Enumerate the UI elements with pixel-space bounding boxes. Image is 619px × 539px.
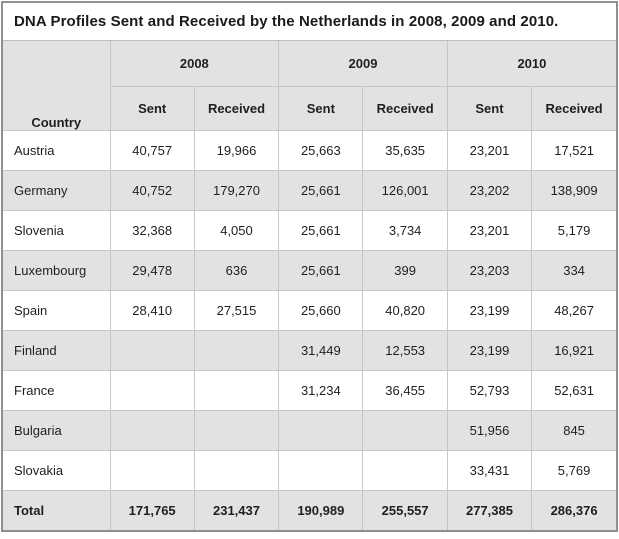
country-cell: Germany bbox=[3, 169, 111, 211]
table-row-slovakia: Slovakia 33,431 5,769 bbox=[3, 449, 616, 491]
country-cell: Slovenia bbox=[3, 209, 111, 251]
value-cell: 5,179 bbox=[531, 209, 616, 251]
country-cell: Finland bbox=[3, 329, 111, 371]
value-cell: 138,909 bbox=[531, 169, 616, 211]
subheader-2008-sent: Sent bbox=[110, 85, 195, 131]
value-cell: 23,199 bbox=[446, 289, 533, 331]
subheader-2009-sent: Sent bbox=[278, 85, 364, 131]
year-header-2009: 2009 bbox=[278, 41, 448, 87]
total-label-cell: Total bbox=[3, 489, 111, 530]
table-row-finland: Finland 31,449 12,553 23,199 16,921 bbox=[3, 329, 616, 371]
total-value-cell: 255,557 bbox=[362, 489, 448, 530]
value-cell: 12,553 bbox=[362, 329, 448, 371]
value-cell: 51,956 bbox=[446, 409, 533, 451]
value-cell bbox=[109, 409, 195, 451]
value-cell bbox=[109, 369, 195, 411]
value-cell bbox=[193, 449, 280, 491]
value-cell: 25,661 bbox=[278, 209, 364, 251]
column-header-country: Country bbox=[3, 41, 111, 131]
value-cell: 399 bbox=[362, 249, 448, 291]
value-cell: 179,270 bbox=[193, 169, 280, 211]
table-header: Country 2008 2009 2010 Sent Received Sen… bbox=[3, 41, 616, 131]
value-cell bbox=[278, 409, 364, 451]
value-cell: 25,660 bbox=[278, 289, 364, 331]
value-cell: 52,793 bbox=[446, 369, 533, 411]
subheader-2008-received: Received bbox=[193, 85, 280, 131]
dna-profiles-table: Country 2008 2009 2010 Sent Received Sen… bbox=[3, 41, 616, 530]
value-cell bbox=[109, 449, 195, 491]
subheader-2010-received: Received bbox=[531, 85, 616, 131]
value-cell: 36,455 bbox=[362, 369, 448, 411]
table-row-total: Total 171,765 231,437 190,989 255,557 27… bbox=[3, 489, 616, 530]
table-row-luxembourg: Luxembourg 29,478 636 25,661 399 23,203 … bbox=[3, 249, 616, 291]
subheader-2009-received: Received bbox=[362, 85, 448, 131]
value-cell bbox=[362, 409, 448, 451]
value-cell bbox=[278, 449, 364, 491]
value-cell: 23,199 bbox=[446, 329, 533, 371]
table-row-spain: Spain 28,410 27,515 25,660 40,820 23,199… bbox=[3, 289, 616, 331]
value-cell: 40,752 bbox=[109, 169, 195, 211]
country-cell: Austria bbox=[3, 129, 111, 171]
value-cell: 35,635 bbox=[362, 129, 448, 171]
country-cell: France bbox=[3, 369, 111, 411]
value-cell: 48,267 bbox=[531, 289, 616, 331]
value-cell: 17,521 bbox=[531, 129, 616, 171]
table-body: Austria 40,757 19,966 25,663 35,635 23,2… bbox=[3, 129, 616, 530]
table-title: DNA Profiles Sent and Received by the Ne… bbox=[3, 3, 616, 41]
table-row-bulgaria: Bulgaria 51,956 845 bbox=[3, 409, 616, 451]
value-cell: 845 bbox=[531, 409, 616, 451]
value-cell: 25,663 bbox=[278, 129, 364, 171]
value-cell: 27,515 bbox=[193, 289, 280, 331]
value-cell: 31,234 bbox=[278, 369, 364, 411]
table-row-france: France 31,234 36,455 52,793 52,631 bbox=[3, 369, 616, 411]
country-cell: Slovakia bbox=[3, 449, 111, 491]
value-cell: 29,478 bbox=[109, 249, 195, 291]
value-cell bbox=[193, 409, 280, 451]
table-row-austria: Austria 40,757 19,966 25,663 35,635 23,2… bbox=[3, 129, 616, 171]
total-value-cell: 231,437 bbox=[193, 489, 280, 530]
year-header-row: Country 2008 2009 2010 bbox=[3, 41, 616, 131]
total-value-cell: 277,385 bbox=[446, 489, 533, 530]
subheader-2010-sent: Sent bbox=[446, 85, 533, 131]
value-cell bbox=[109, 329, 195, 371]
value-cell: 19,966 bbox=[193, 129, 280, 171]
value-cell: 25,661 bbox=[278, 249, 364, 291]
value-cell: 3,734 bbox=[362, 209, 448, 251]
value-cell: 25,661 bbox=[278, 169, 364, 211]
total-value-cell: 171,765 bbox=[109, 489, 195, 530]
value-cell: 334 bbox=[531, 249, 616, 291]
value-cell: 126,001 bbox=[362, 169, 448, 211]
value-cell: 31,449 bbox=[278, 329, 364, 371]
table-row-germany: Germany 40,752 179,270 25,661 126,001 23… bbox=[3, 169, 616, 211]
country-cell: Luxembourg bbox=[3, 249, 111, 291]
value-cell: 4,050 bbox=[193, 209, 280, 251]
value-cell: 28,410 bbox=[109, 289, 195, 331]
year-header-2010: 2010 bbox=[446, 41, 616, 87]
total-value-cell: 286,376 bbox=[531, 489, 616, 530]
value-cell bbox=[362, 449, 448, 491]
value-cell: 40,820 bbox=[362, 289, 448, 331]
value-cell: 5,769 bbox=[531, 449, 616, 491]
country-cell: Bulgaria bbox=[3, 409, 111, 451]
table-row-slovenia: Slovenia 32,368 4,050 25,661 3,734 23,20… bbox=[3, 209, 616, 251]
value-cell: 40,757 bbox=[109, 129, 195, 171]
total-value-cell: 190,989 bbox=[278, 489, 364, 530]
value-cell bbox=[193, 329, 280, 371]
value-cell: 23,201 bbox=[446, 129, 533, 171]
value-cell: 32,368 bbox=[109, 209, 195, 251]
value-cell: 23,203 bbox=[446, 249, 533, 291]
value-cell: 23,201 bbox=[446, 209, 533, 251]
value-cell: 23,202 bbox=[446, 169, 533, 211]
value-cell: 16,921 bbox=[531, 329, 616, 371]
year-header-2008: 2008 bbox=[109, 41, 280, 87]
value-cell: 52,631 bbox=[531, 369, 616, 411]
value-cell: 33,431 bbox=[446, 449, 533, 491]
country-cell: Spain bbox=[3, 289, 111, 331]
value-cell: 636 bbox=[193, 249, 280, 291]
value-cell bbox=[193, 369, 280, 411]
